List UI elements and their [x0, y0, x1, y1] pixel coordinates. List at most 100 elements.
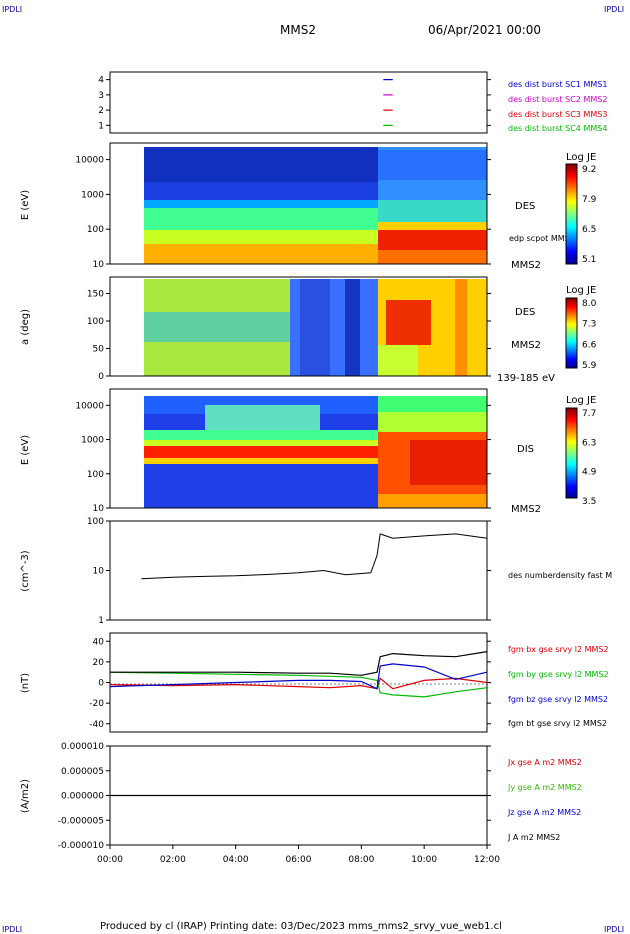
- panel-label-des-pitch: DES: [515, 307, 535, 318]
- colorbar-des-energy-tick-label: 5.1: [582, 255, 596, 265]
- legend-fgm-by: fgm by gse srvy l2 MMS2: [508, 670, 609, 679]
- fgm-line-0: [109, 677, 488, 690]
- current-axis-tick-label: -0.000005: [58, 816, 104, 826]
- panel-label-des-energy: DES: [515, 201, 535, 212]
- legend-fgm-bt: fgm bt gse srvy l2 MMS2: [508, 719, 607, 728]
- pitch-axis-tick-label: 100: [87, 317, 104, 327]
- des-energy-spectrogram: 10000 1000 100 10 E (eV) DES edp scpot MMS2…: [20, 142, 597, 271]
- dis-energy-axis-tick-label: 1000: [81, 436, 104, 446]
- colorbar-dis: [565, 407, 578, 499]
- time-tick-label: 12:00: [474, 855, 500, 865]
- colorbar-des-pitch-tick-label: 6.6: [582, 340, 597, 350]
- magnetic-axis-tick-label: -40: [89, 720, 104, 730]
- legend-jy: Jy gse A m2 MMS2: [507, 783, 582, 792]
- colorbar-des-pitch-tick-label: 7.3: [582, 320, 596, 330]
- sub-label-des-pitch: MMS2: [511, 340, 541, 351]
- time-tick-label: 00:00: [97, 855, 123, 865]
- density-panel: 100 10 1 (cm^-3) des numberdensity fast M: [20, 517, 612, 626]
- magnetic-axis-tick-label: -20: [89, 699, 104, 709]
- dis-energy-axis-tick-label: 100: [87, 470, 104, 480]
- burst-axis-tick-label: 3: [98, 91, 104, 101]
- sub-label-scpot: edp scpot MMS2: [509, 234, 575, 243]
- legend-burst-mms3: des dist burst SC3 MMS3: [508, 110, 607, 119]
- magnetic-axis-tick-label: 20: [93, 658, 105, 668]
- colorbar-dis-tick-label: 7.7: [582, 409, 596, 419]
- fgm-line-1: [109, 671, 488, 698]
- legend-jz: Jz gse A m2 MMS2: [507, 808, 581, 817]
- colorbar-des-pitch-tick-label: 8.0: [582, 299, 597, 309]
- axis-label-magnetic: (nT): [20, 673, 31, 693]
- pitch-axis-tick-label: 0: [98, 372, 104, 382]
- axis-label-pitch-angle: a (deg): [20, 309, 31, 345]
- density-axis-tick-label: 100: [87, 517, 104, 527]
- pitch-axis-tick-label: 50: [93, 345, 105, 355]
- magnetic-field-panel: 40 20 0 -20 -40 (nT) fgm bx gse srvy l2 MMS2…: [20, 632, 609, 733]
- colorbar-dis-tick-label: 4.9: [582, 468, 597, 478]
- colorbar-dis-tick-label: 6.3: [582, 438, 596, 448]
- time-tick-label: 02:00: [160, 855, 186, 865]
- current-axis-tick-label: -0.000010: [58, 841, 104, 851]
- fgm-line-3: [110, 651, 488, 676]
- des-pitch-angle-spectrogram: 150 100 50 0 a (deg) DES MMS2 139-185 eV Lo…: [20, 276, 597, 384]
- panel-label-dis: DIS: [517, 444, 534, 455]
- legend-fgm-bx: fgm bx gse srvy l2 MMS2: [508, 645, 609, 654]
- colorbar-des-energy-tick-label: 6.5: [582, 225, 596, 235]
- spacecraft-title: MMS2: [280, 23, 316, 37]
- magnetic-axis-tick-label: 40: [93, 637, 105, 647]
- des-energy-axis-tick-label: 10000: [75, 156, 104, 166]
- colorbar-des-pitch-tick-label: 5.9: [582, 361, 597, 371]
- burst-axis-tick-label: 4: [98, 76, 104, 86]
- magnetic-axis-tick-label: 0: [98, 679, 104, 689]
- corner-label-top-right: IPDLI: [604, 5, 624, 14]
- colorbar-des-energy: [565, 163, 578, 265]
- pitch-axis-tick-label: 150: [87, 290, 104, 300]
- colorbar-label-des-energy: Log JE: [566, 152, 596, 163]
- des-energy-axis-tick-label: 100: [87, 225, 104, 235]
- colorbar-des-energy-tick-label: 7.9: [582, 195, 597, 205]
- corner-label-bottom-right: IPDLI: [604, 925, 624, 934]
- legend-j-total: J A m2 MMS2: [507, 833, 560, 842]
- colorbar-dis-tick-label: 3.5: [582, 497, 596, 507]
- corner-label-bottom-left: IPDLI: [2, 925, 22, 934]
- legend-jx: Jx gse A m2 MMS2: [507, 758, 582, 767]
- time-tick-label: 04:00: [223, 855, 249, 865]
- current-axis-tick-label: 0.000005: [61, 767, 104, 777]
- legend-burst-mms4: des dist burst SC4 MMS4: [508, 124, 607, 133]
- fgm-line-2: [109, 663, 488, 690]
- axis-label-density: (cm^-3): [20, 550, 31, 591]
- time-tick-label: 06:00: [286, 855, 312, 865]
- bottom-label-des-energy: MMS2: [511, 260, 541, 271]
- burst-panel: 4 3 2 1 des dist burst SC1 MMS1 des dist bu…: [98, 71, 607, 134]
- colorbar-des-energy-tick-label: 9.2: [582, 165, 596, 175]
- colorbar-label-des-pitch: Log JE: [566, 285, 596, 296]
- legend-fgm-bz: fgm bz gse srvy l2 MMS2: [508, 695, 608, 704]
- footer-credit: Produced by cl (IRAP) Printing date: 03/…: [100, 921, 502, 932]
- axis-label-energy-dis: E (eV): [20, 435, 31, 465]
- legend-density: des numberdensity fast M: [508, 571, 612, 580]
- corner-label-top-left: IPDLI: [2, 5, 22, 14]
- density-axis-tick-label: 1: [98, 616, 104, 626]
- axis-label-current: (A/m2): [20, 779, 31, 813]
- density-axis-tick-label: 10: [93, 567, 105, 577]
- colorbar-label-dis: Log JE: [566, 395, 596, 406]
- burst-axis-tick-label: 1: [98, 121, 104, 131]
- density-line: [141, 533, 488, 580]
- des-energy-axis-tick-label: 1000: [81, 190, 104, 200]
- legend-burst-mms1: des dist burst SC1 MMS1: [508, 80, 607, 89]
- des-energy-axis-tick-label: 10: [93, 260, 105, 270]
- colorbar-des-pitch: [565, 297, 578, 369]
- dis-energy-axis-tick-label: 10: [93, 504, 105, 514]
- bottom-label-dis: MMS2: [511, 504, 541, 515]
- datetime-title: 06/Apr/2021 00:00: [428, 23, 541, 37]
- dis-energy-spectrogram: 10000 1000 100 10 E (eV) DIS MMS2 Log JE 7.…: [20, 388, 597, 515]
- legend-burst-mms2: des dist burst SC2 MMS2: [508, 95, 607, 104]
- current-axis-tick-label: 0.000010: [61, 742, 104, 752]
- time-tick-label: 10:00: [411, 855, 437, 865]
- axis-label-energy-des: E (eV): [20, 190, 31, 220]
- current-density-panel: 0.000010 0.000005 0.000000 -0.000005 -0.0000…: [20, 742, 582, 865]
- dis-energy-axis-tick-label: 10000: [75, 401, 104, 411]
- time-tick-label: 08:00: [348, 855, 374, 865]
- current-axis-tick-label: 0.000000: [61, 792, 104, 802]
- bottom-label-energy-range: 139-185 eV: [497, 373, 555, 384]
